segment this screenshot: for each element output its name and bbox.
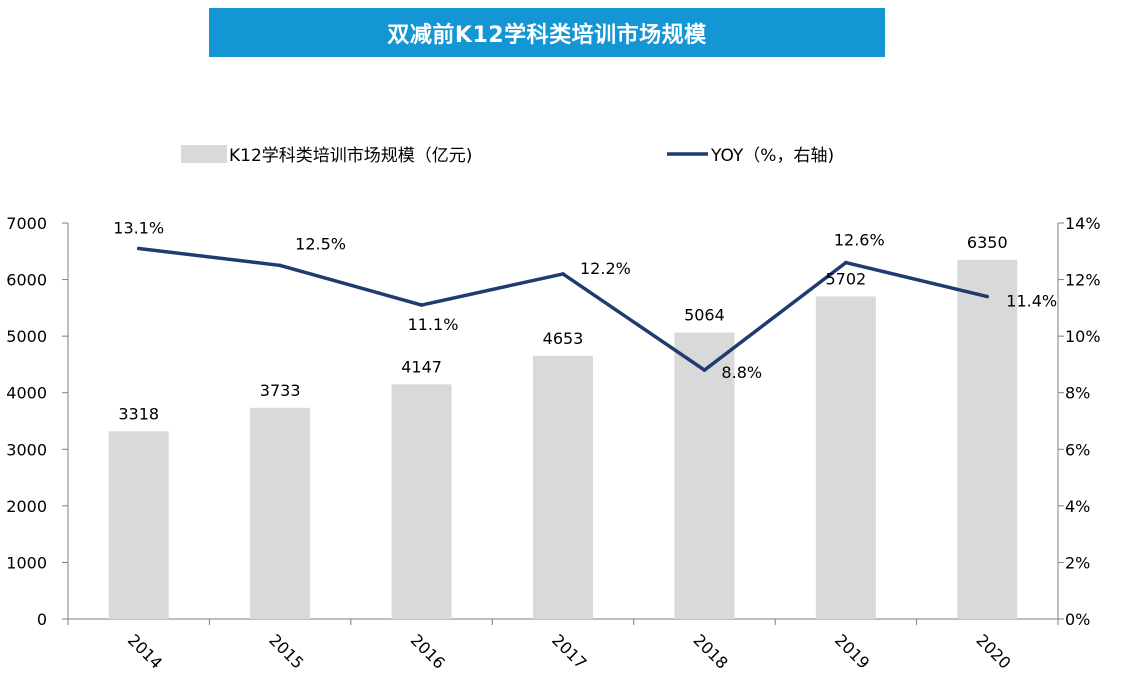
yoy-point (561, 272, 565, 276)
yoy-value-label: 12.6% (834, 231, 885, 250)
x-tick-label: 2018 (690, 630, 732, 672)
legend: K12学科类培训市场规模（亿元) YOY（%，右轴) (181, 145, 834, 166)
bar (250, 407, 311, 619)
left-tick-label: 1000 (6, 553, 47, 572)
bar-value-label: 5702 (825, 269, 866, 288)
yoy-value-label: 8.8% (721, 363, 762, 382)
bar (533, 355, 593, 619)
chart-title: 双减前K12学科类培训市场规模 (387, 22, 707, 48)
bar (674, 332, 735, 619)
left-tick-label: 4000 (6, 384, 47, 403)
legend-bar-swatch (181, 145, 227, 163)
yoy-line-series (136, 246, 990, 372)
right-tick-label: 8% (1065, 384, 1090, 403)
right-tick-label: 12% (1065, 271, 1101, 290)
bar (108, 431, 169, 619)
bar-value-label: 4147 (401, 357, 442, 376)
bar-value-label: 3318 (118, 404, 159, 423)
yoy-value-label: 12.2% (580, 259, 631, 278)
legend-bar-label: K12学科类培训市场规模（亿元) (229, 146, 472, 166)
data-labels: 3318 3733 4147 4653 5064 5702 6350 13.1% 12.5% 11… (113, 218, 1057, 423)
yoy-point (278, 263, 282, 268)
left-tick-label: 2000 (6, 497, 47, 516)
yoy-point (136, 246, 141, 251)
yoy-point (419, 303, 424, 307)
yoy-point (702, 368, 707, 372)
left-tick-label: 6000 (6, 271, 47, 290)
bar-value-label: 3733 (260, 381, 301, 400)
bar (957, 259, 1018, 619)
x-tick-label: 2019 (831, 630, 873, 672)
x-tick-label: 2016 (407, 630, 449, 672)
yoy-value-label: 11.4% (1006, 292, 1057, 311)
x-tick-label: 2015 (265, 630, 307, 672)
left-tick-label: 5000 (6, 327, 47, 346)
bar (391, 384, 452, 619)
right-tick-label: 6% (1065, 440, 1090, 459)
legend-line-label: YOY（%，右轴) (710, 146, 834, 166)
x-tick-label: 2017 (548, 630, 590, 672)
yoy-value-label: 13.1% (113, 218, 164, 237)
right-tick-label: 14% (1065, 214, 1101, 233)
right-tick-label: 10% (1065, 327, 1101, 346)
bar (815, 296, 876, 619)
right-tick-label: 4% (1065, 497, 1090, 516)
x-tick-label: 2020 (972, 630, 1014, 672)
bar-value-label: 6350 (967, 233, 1008, 252)
yoy-value-label: 11.1% (408, 315, 459, 334)
right-tick-label: 0% (1065, 610, 1090, 629)
x-tick-label: 2014 (124, 630, 166, 672)
bars (108, 259, 1018, 619)
yoy-point (844, 260, 848, 265)
left-tick-label: 7000 (6, 214, 47, 233)
bar-value-label: 5064 (684, 306, 725, 325)
left-tick-label: 0 (37, 610, 47, 629)
yoy-value-label: 12.5% (295, 234, 346, 253)
left-tick-label: 3000 (6, 440, 47, 459)
chart-title-banner: 双减前K12学科类培训市场规模 (209, 8, 885, 57)
right-tick-label: 2% (1065, 553, 1090, 572)
yoy-point (985, 294, 990, 299)
bar-value-label: 4653 (543, 329, 584, 348)
